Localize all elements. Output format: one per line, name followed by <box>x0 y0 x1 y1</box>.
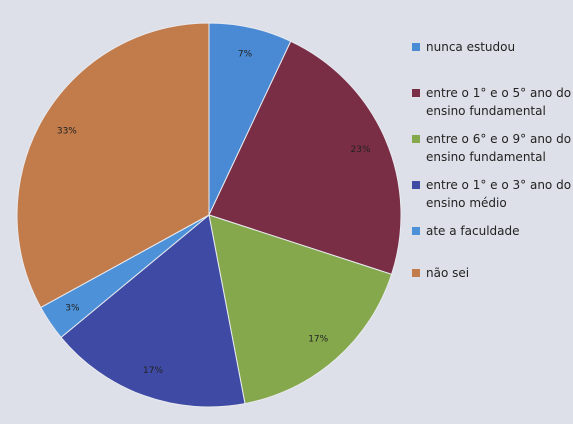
pie-slice <box>208 40 402 275</box>
legend-label: nunca estudou <box>426 40 516 54</box>
legend-swatch <box>412 181 420 189</box>
legend-item: entre o 6° e o 9° ano do ensino fundamen… <box>412 130 573 166</box>
legend-label: entre o 6° e o 9° ano do ensino fundamen… <box>426 132 572 164</box>
data-label: 17% <box>143 366 163 376</box>
data-label: 23% <box>351 145 371 155</box>
legend-item: ate a faculdade <box>412 222 520 240</box>
legend-swatch <box>412 43 420 51</box>
legend-item: não sei <box>412 264 469 282</box>
legend-item: entre o 1° e o 3° ano do ensino médio <box>412 176 573 212</box>
legend-swatch <box>412 269 420 277</box>
data-label: 17% <box>308 334 328 344</box>
legend-label: ate a faculdade <box>426 224 520 238</box>
legend-label: entre o 1° e o 5° ano do ensino fundamen… <box>426 86 572 118</box>
legend-item: nunca estudou <box>412 38 515 56</box>
pie-slice <box>60 214 246 408</box>
data-label: 33% <box>57 126 77 136</box>
legend-swatch <box>412 135 420 143</box>
legend-swatch <box>412 89 420 97</box>
legend-swatch <box>412 227 420 235</box>
pie-slice <box>208 214 393 405</box>
data-label: 3% <box>65 303 80 313</box>
legend-item: entre o 1° e o 5° ano do ensino fundamen… <box>412 84 573 120</box>
legend-label: entre o 1° e o 3° ano do ensino médio <box>426 178 572 210</box>
legend-label: não sei <box>426 266 470 280</box>
data-label: 7% <box>238 49 253 59</box>
pie-slice <box>16 22 210 309</box>
